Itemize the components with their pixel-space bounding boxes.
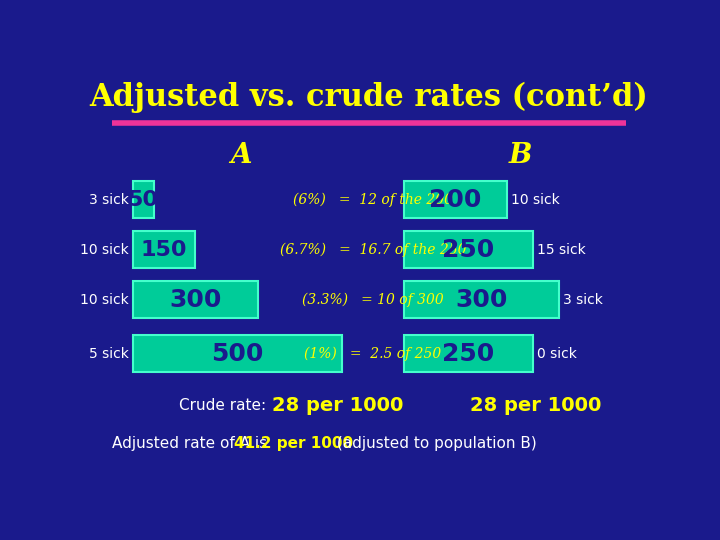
Text: Adjusted vs. crude rates (cont’d): Adjusted vs. crude rates (cont’d) [89, 82, 649, 113]
Text: 0 sick: 0 sick [537, 347, 577, 361]
Text: 10 sick: 10 sick [80, 242, 129, 256]
FancyBboxPatch shape [404, 181, 507, 218]
Text: (6%)   =  12 of the 200: (6%) = 12 of the 200 [293, 192, 453, 207]
Text: (3.3%)   = 10 of 300: (3.3%) = 10 of 300 [302, 293, 444, 307]
FancyBboxPatch shape [404, 335, 533, 372]
Text: B: B [508, 142, 532, 169]
Text: 150: 150 [141, 240, 187, 260]
Text: A: A [230, 142, 252, 169]
FancyBboxPatch shape [132, 281, 258, 318]
Text: 250: 250 [442, 342, 495, 366]
Text: 15 sick: 15 sick [537, 242, 585, 256]
FancyBboxPatch shape [132, 231, 195, 268]
Text: (1%)   =  2.5 of 250: (1%) = 2.5 of 250 [305, 346, 441, 361]
FancyBboxPatch shape [404, 281, 559, 318]
Text: 10 sick: 10 sick [511, 193, 560, 206]
FancyBboxPatch shape [132, 181, 153, 218]
Text: 28 per 1000: 28 per 1000 [272, 396, 403, 415]
Text: 10 sick: 10 sick [80, 293, 129, 307]
Text: 300: 300 [455, 288, 508, 312]
Text: 5 sick: 5 sick [89, 347, 129, 361]
Text: 41.2 per 1000: 41.2 per 1000 [234, 436, 354, 451]
Text: 3 sick: 3 sick [89, 193, 129, 206]
Text: 3 sick: 3 sick [563, 293, 603, 307]
Text: Adjusted rate of A is: Adjusted rate of A is [112, 436, 276, 451]
FancyBboxPatch shape [132, 335, 342, 372]
FancyBboxPatch shape [404, 231, 533, 268]
Text: Crude rate:: Crude rate: [179, 399, 266, 414]
Text: 50: 50 [127, 190, 158, 210]
Text: 500: 500 [211, 342, 264, 366]
Text: (6.7%)   =  16.7 of the 250: (6.7%) = 16.7 of the 250 [279, 242, 466, 257]
Text: 250: 250 [442, 238, 495, 261]
Text: (adjusted to population B): (adjusted to population B) [332, 436, 536, 451]
Text: 28 per 1000: 28 per 1000 [469, 396, 601, 415]
Text: 300: 300 [169, 288, 222, 312]
Text: 200: 200 [429, 187, 482, 212]
